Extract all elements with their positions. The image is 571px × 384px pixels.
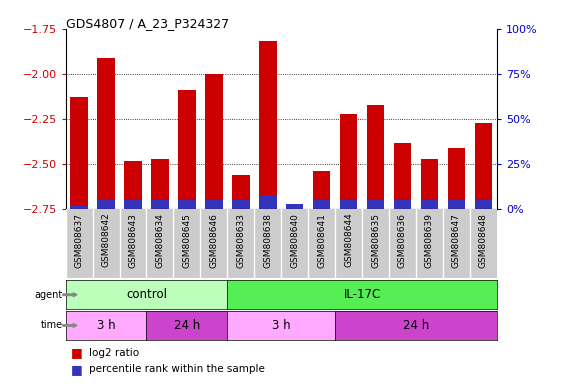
Text: GSM808637: GSM808637 — [75, 213, 83, 268]
Bar — [421, 159, 438, 209]
Bar — [205, 200, 223, 209]
Bar — [340, 200, 357, 209]
Bar — [475, 200, 492, 209]
Bar — [124, 161, 142, 209]
Bar — [313, 200, 331, 209]
Bar — [475, 122, 492, 209]
Text: IL-17C: IL-17C — [343, 288, 381, 301]
Text: GSM808641: GSM808641 — [317, 213, 326, 268]
Text: ■: ■ — [71, 363, 83, 376]
Bar — [205, 74, 223, 209]
Text: GSM808644: GSM808644 — [344, 213, 353, 268]
Bar — [70, 98, 88, 209]
Bar — [259, 41, 276, 209]
Text: GSM808633: GSM808633 — [236, 213, 246, 268]
Bar — [97, 58, 115, 209]
Text: control: control — [126, 288, 167, 301]
Bar — [232, 200, 250, 209]
Text: GSM808647: GSM808647 — [452, 213, 461, 268]
Bar — [259, 195, 276, 209]
Text: GSM808639: GSM808639 — [425, 213, 434, 268]
Bar — [232, 175, 250, 209]
Bar — [70, 206, 88, 209]
Text: GSM808636: GSM808636 — [398, 213, 407, 268]
Bar — [151, 200, 168, 209]
Text: GSM808643: GSM808643 — [128, 213, 138, 268]
Bar — [124, 200, 142, 209]
Text: GSM808640: GSM808640 — [290, 213, 299, 268]
Bar — [448, 200, 465, 209]
Text: ■: ■ — [71, 346, 83, 359]
Bar — [340, 114, 357, 209]
Text: time: time — [41, 320, 63, 331]
Text: GSM808648: GSM808648 — [479, 213, 488, 268]
Text: percentile rank within the sample: percentile rank within the sample — [89, 364, 264, 374]
Text: 24 h: 24 h — [403, 319, 429, 332]
Bar — [421, 200, 438, 209]
Text: GSM808635: GSM808635 — [371, 213, 380, 268]
Text: GSM808646: GSM808646 — [210, 213, 218, 268]
Text: log2 ratio: log2 ratio — [89, 348, 139, 358]
Text: 24 h: 24 h — [174, 319, 200, 332]
Text: GSM808634: GSM808634 — [155, 213, 164, 268]
Bar — [178, 200, 196, 209]
Text: 3 h: 3 h — [272, 319, 291, 332]
Bar — [313, 171, 331, 209]
Text: GSM808642: GSM808642 — [102, 213, 111, 268]
Bar — [394, 200, 411, 209]
Bar — [286, 204, 303, 209]
Bar — [97, 200, 115, 209]
Bar — [286, 204, 303, 209]
Bar — [367, 104, 384, 209]
Text: GDS4807 / A_23_P324327: GDS4807 / A_23_P324327 — [66, 17, 229, 30]
Bar — [151, 159, 168, 209]
Text: 3 h: 3 h — [96, 319, 115, 332]
Text: agent: agent — [35, 290, 63, 300]
Bar — [178, 90, 196, 209]
Bar — [367, 200, 384, 209]
Bar — [394, 142, 411, 209]
Bar — [448, 148, 465, 209]
Text: GSM808638: GSM808638 — [263, 213, 272, 268]
Text: GSM808645: GSM808645 — [182, 213, 191, 268]
